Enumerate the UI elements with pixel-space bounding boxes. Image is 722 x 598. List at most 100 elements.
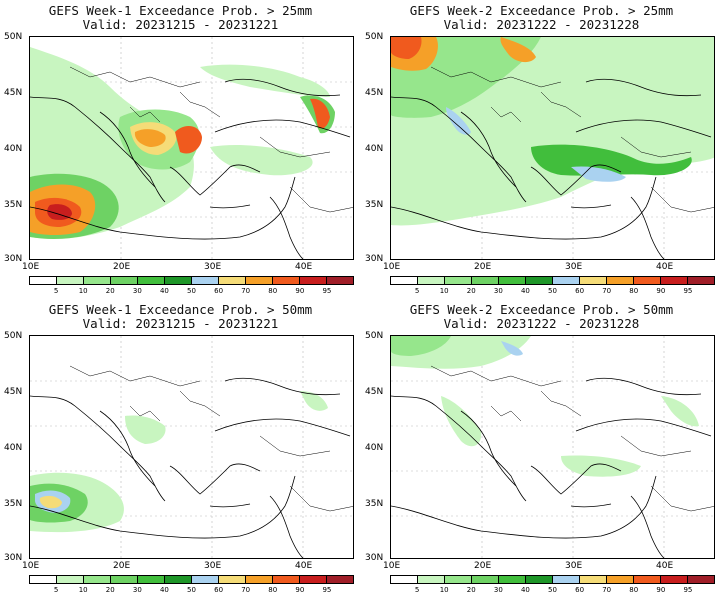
colorbar-swatch <box>30 576 57 583</box>
borders <box>69 365 353 512</box>
colorbar-tick-label: 70 <box>241 287 251 295</box>
colorbar <box>29 276 354 285</box>
colorbar-swatch <box>138 277 165 284</box>
lat-label: 45N <box>365 88 384 98</box>
colorbar-swatch <box>273 576 300 583</box>
lat-label: 45N <box>4 88 23 98</box>
lat-label: 35N <box>365 499 384 509</box>
lon-label: 30E <box>565 561 583 571</box>
lat-label: 40N <box>365 144 384 154</box>
lat-label: 45N <box>365 387 384 397</box>
map-area <box>29 335 354 559</box>
colorbar-tick-label: 20 <box>466 586 476 594</box>
colorbar-swatch <box>84 576 111 583</box>
colorbar-tick-label: 80 <box>268 287 278 295</box>
lon-label: 30E <box>204 561 222 571</box>
panel-title: GEFS Week-1 Exceedance Prob. > 25mm <box>48 3 313 18</box>
colorbar-tick-label: 90 <box>295 287 305 295</box>
colorbar-swatch <box>219 576 246 583</box>
colorbar-tick-label: 5 <box>414 287 420 295</box>
colorbar-tick-label: 70 <box>602 586 612 594</box>
lon-label: 40E <box>656 561 674 571</box>
colorbar-swatch <box>688 576 714 583</box>
colorbar-tick-label: 50 <box>548 586 557 594</box>
colorbar-swatch <box>418 277 445 284</box>
lat-label: 35N <box>4 499 23 509</box>
colorbar-swatch <box>634 277 661 284</box>
colorbar-tick-label: 20 <box>105 287 115 295</box>
map-panel-week1-50mm: GEFS Week-1 Exceedance Prob. > 50mm Vali… <box>0 299 361 598</box>
coastlines <box>391 377 712 558</box>
colorbar-swatch <box>445 576 472 583</box>
colorbar-tick-label: 50 <box>187 287 196 295</box>
lat-label: 35N <box>365 200 384 210</box>
colorbar-swatch <box>688 277 714 284</box>
colorbar-tick-label: 10 <box>78 586 88 594</box>
colorbar-tick-label: 95 <box>322 287 332 295</box>
coastlines <box>391 78 712 259</box>
colorbar <box>390 575 715 584</box>
lat-label: 30N <box>4 553 23 563</box>
colorbar-tick-label: 50 <box>187 586 196 594</box>
lon-label: 40E <box>295 262 313 272</box>
colorbar-tick-label: 95 <box>683 287 693 295</box>
lat-label: 45N <box>4 387 23 397</box>
colorbar-swatch <box>327 576 353 583</box>
lat-label: 50N <box>4 32 23 42</box>
lat-label: 50N <box>4 331 23 341</box>
lon-label: 20E <box>474 262 492 272</box>
probability-map <box>30 336 353 558</box>
map-area <box>390 335 715 559</box>
colorbar-swatch <box>165 576 192 583</box>
probability-map <box>391 336 714 558</box>
lat-label: 30N <box>365 553 384 563</box>
lon-label: 20E <box>474 561 492 571</box>
colorbar-swatch <box>580 277 607 284</box>
colorbar-tick-label: 90 <box>295 586 305 594</box>
colorbar-tick-label: 40 <box>159 287 169 295</box>
lon-label: 30E <box>565 262 583 272</box>
colorbar-tick-label: 70 <box>241 586 251 594</box>
lat-label: 35N <box>4 200 23 210</box>
lon-label: 30E <box>204 262 222 272</box>
lon-label: 20E <box>113 561 131 571</box>
colorbar-swatch <box>553 576 580 583</box>
lon-label: 40E <box>295 561 313 571</box>
colorbar-swatch <box>661 277 688 284</box>
colorbar-tick-label: 30 <box>493 586 503 594</box>
panel-valid-dates: Valid: 20231215 - 20231221 <box>82 316 279 331</box>
colorbar-tick-label: 95 <box>683 586 693 594</box>
borders <box>430 365 714 512</box>
colorbar-swatch <box>418 576 445 583</box>
panel-valid-dates: Valid: 20231222 - 20231228 <box>443 17 640 32</box>
lat-label: 40N <box>365 443 384 453</box>
colorbar-tick-label: 30 <box>493 287 503 295</box>
colorbar-tick-label: 60 <box>575 586 585 594</box>
colorbar-tick-label: 30 <box>132 287 142 295</box>
colorbar-swatch <box>84 277 111 284</box>
colorbar-swatch <box>111 277 138 284</box>
lon-label: 10E <box>383 262 401 272</box>
colorbar-swatch <box>499 576 526 583</box>
colorbar-swatch <box>111 576 138 583</box>
colorbar-swatch <box>526 576 553 583</box>
lat-label: 40N <box>4 443 23 453</box>
colorbar-swatch <box>219 277 246 284</box>
map-panel-week2-25mm: GEFS Week-2 Exceedance Prob. > 25mm Vali… <box>361 0 722 299</box>
colorbar-swatch <box>246 576 273 583</box>
panel-title: GEFS Week-2 Exceedance Prob. > 50mm <box>409 302 674 317</box>
colorbar-tick-label: 80 <box>629 586 639 594</box>
lat-label: 30N <box>365 254 384 264</box>
colorbar-tick-label: 80 <box>268 586 278 594</box>
precip-probability-fill <box>391 37 714 226</box>
colorbar-swatch <box>57 277 84 284</box>
colorbar-swatch <box>661 576 688 583</box>
map-panel-week2-50mm: GEFS Week-2 Exceedance Prob. > 50mm Vali… <box>361 299 722 598</box>
colorbar-swatch <box>580 576 607 583</box>
colorbar-swatch <box>30 277 57 284</box>
colorbar-swatch <box>300 576 327 583</box>
colorbar-tick-label: 50 <box>548 287 557 295</box>
panel-title: GEFS Week-1 Exceedance Prob. > 50mm <box>48 302 313 317</box>
colorbar-tick-label: 10 <box>439 287 449 295</box>
colorbar-tick-label: 90 <box>656 586 666 594</box>
